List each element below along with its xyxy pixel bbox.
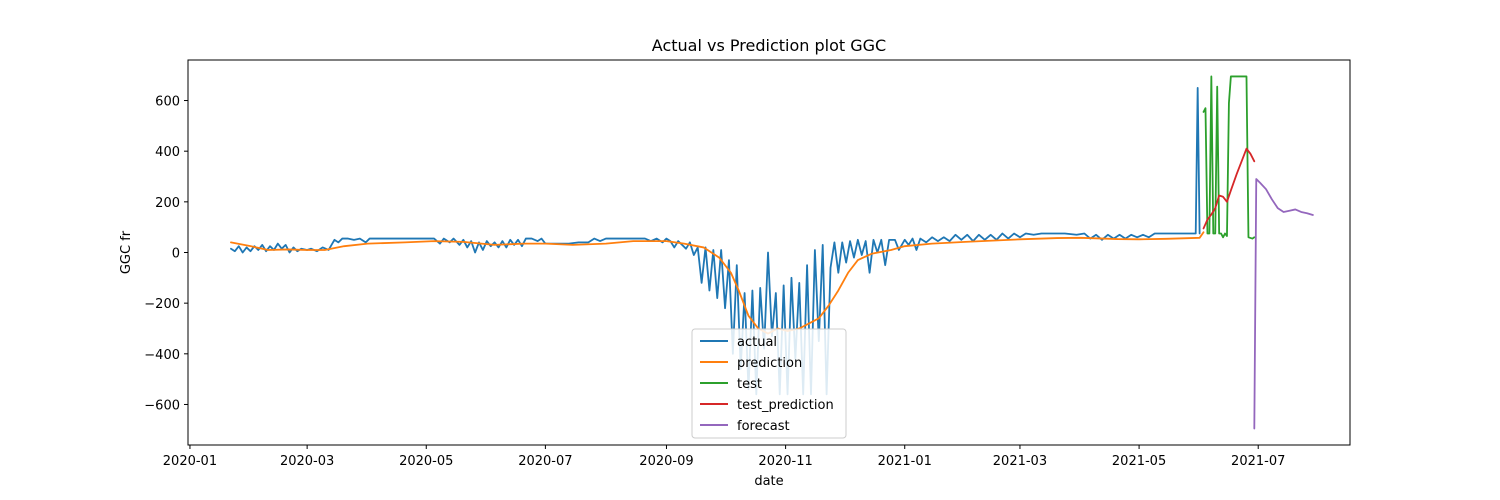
x-tick-label: 2020-11 [758,454,812,469]
x-tick-label: 2021-07 [1231,454,1285,469]
series-line-test-prediction [1202,147,1256,230]
x-tick-label: 2020-07 [518,454,572,469]
y-tick-label: −400 [144,348,180,363]
y-tick-label: −200 [144,297,180,312]
chart-title: Actual vs Prediction plot GGC [652,36,886,55]
legend-label-test: test [737,377,762,392]
x-tick-label: 2020-01 [163,454,217,469]
x-tick-label: 2020-03 [280,454,334,469]
x-axis-label: date [754,474,783,489]
y-tick-label: 400 [155,145,180,160]
series-line-prediction [230,231,1205,335]
legend-label-test-prediction: test_prediction [737,398,834,413]
y-tick-label: 600 [155,95,180,110]
series-line-forecast [1253,178,1314,430]
x-tick-label: 2021-05 [1112,454,1166,469]
x-tick-label: 2020-09 [639,454,693,469]
chart-legend: actual prediction test test_predictionforec… [691,328,847,439]
x-tick-label: 2021-01 [878,454,932,469]
legend-box [691,328,847,439]
legend-label-actual: actual [737,335,777,350]
x-tick-label: 2020-05 [399,454,453,469]
legend-label-forecast: forecast [737,419,790,434]
y-axis: −600 −400 −200 0 200 400 600 [144,95,188,413]
y-tick-label: 0 [172,247,180,262]
legend-label-prediction: prediction [737,356,802,371]
x-tick-label: 2021-03 [993,454,1047,469]
y-axis-label: GGC fr [119,230,134,274]
series-line-test [1202,75,1256,240]
x-axis: 2020-01 2020-03 2020-05 2020-07 2020-09 2020-… [163,445,1285,469]
plot-series-group [230,75,1314,430]
y-tick-label: 200 [155,196,180,211]
y-tick-label: −600 [144,398,180,413]
series-line-actual [230,86,1201,396]
